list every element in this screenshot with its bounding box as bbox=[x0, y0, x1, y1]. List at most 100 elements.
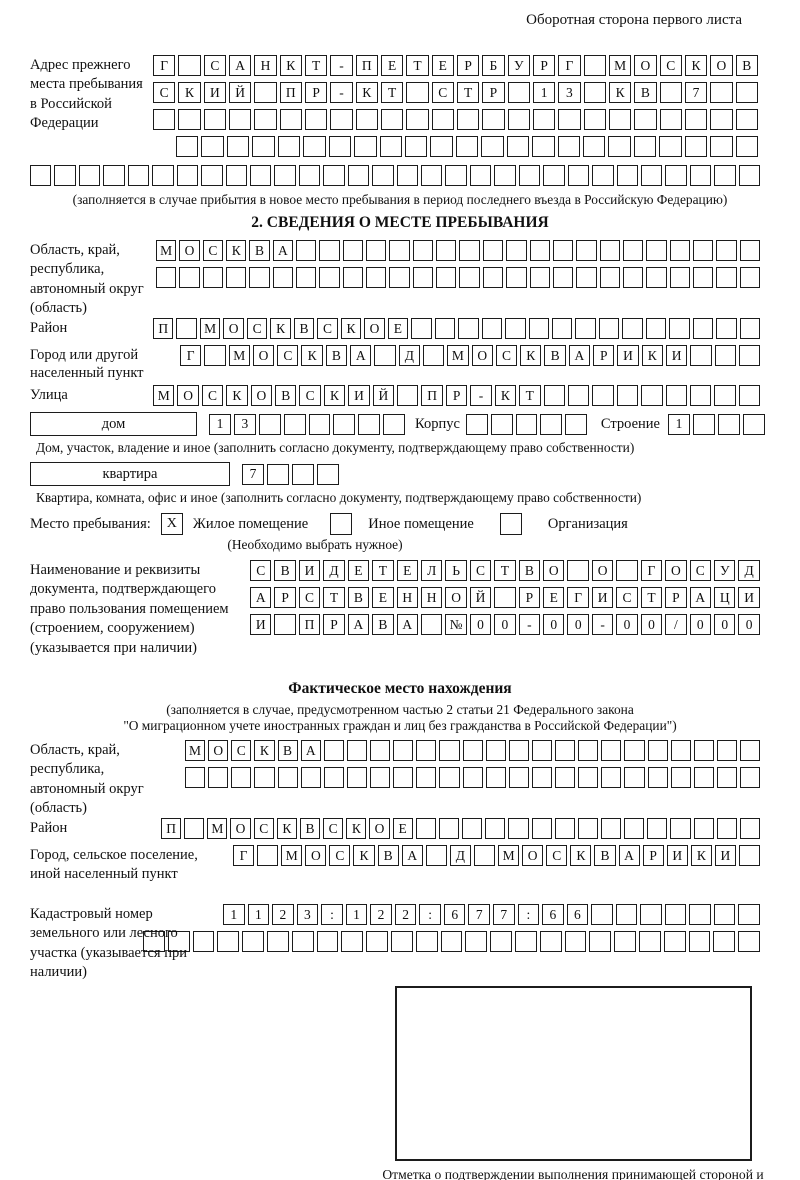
char-cell[interactable] bbox=[690, 345, 712, 366]
char-cell[interactable]: Д bbox=[738, 560, 760, 581]
char-cell[interactable] bbox=[436, 267, 457, 288]
char-cell[interactable]: Е bbox=[380, 55, 404, 76]
char-cell[interactable]: Е bbox=[392, 818, 413, 839]
char-cell[interactable] bbox=[531, 767, 552, 788]
char-cell[interactable]: О bbox=[710, 55, 733, 76]
char-cell[interactable]: О bbox=[634, 55, 657, 76]
char-cell[interactable] bbox=[178, 109, 201, 130]
char-cell[interactable]: И bbox=[298, 560, 321, 581]
char-cell[interactable] bbox=[420, 614, 443, 635]
char-cell[interactable] bbox=[578, 740, 599, 761]
char-cell[interactable]: Р bbox=[518, 587, 541, 608]
char-cell[interactable]: М bbox=[281, 845, 303, 866]
char-cell[interactable] bbox=[539, 931, 562, 952]
char-cell[interactable]: 1 bbox=[667, 413, 690, 435]
char-cell[interactable] bbox=[316, 931, 339, 952]
char-cell[interactable] bbox=[176, 136, 199, 157]
char-cell[interactable] bbox=[692, 318, 714, 339]
char-cell[interactable]: Т bbox=[323, 587, 345, 608]
char-cell[interactable] bbox=[564, 931, 587, 952]
char-cell[interactable]: О bbox=[223, 318, 244, 339]
char-cell[interactable] bbox=[358, 413, 381, 435]
char-cell[interactable] bbox=[599, 267, 620, 288]
char-cell[interactable]: С bbox=[616, 587, 638, 608]
char-cell[interactable] bbox=[397, 385, 419, 406]
char-cell[interactable] bbox=[716, 740, 737, 761]
char-cell[interactable]: : bbox=[321, 904, 343, 925]
char-cell[interactable] bbox=[616, 560, 638, 581]
char-cell[interactable] bbox=[738, 845, 761, 866]
char-cell[interactable] bbox=[342, 267, 364, 288]
char-cell[interactable]: Р bbox=[274, 587, 296, 608]
char-cell[interactable] bbox=[482, 267, 504, 288]
char-cell[interactable] bbox=[167, 931, 190, 952]
char-cell[interactable] bbox=[555, 740, 576, 761]
char-cell[interactable] bbox=[600, 818, 622, 839]
char-cell[interactable] bbox=[179, 267, 200, 288]
char-cell[interactable]: В bbox=[594, 845, 616, 866]
char-cell[interactable] bbox=[416, 740, 437, 761]
char-cell[interactable] bbox=[355, 109, 378, 130]
char-cell[interactable] bbox=[103, 165, 125, 186]
char-cell[interactable]: С bbox=[202, 240, 224, 261]
char-cell[interactable] bbox=[665, 165, 687, 186]
char-cell[interactable]: М bbox=[207, 818, 228, 839]
char-cell[interactable]: О bbox=[305, 845, 327, 866]
char-cell[interactable]: И bbox=[203, 82, 226, 103]
char-cell[interactable]: К bbox=[641, 345, 663, 366]
char-cell[interactable] bbox=[646, 267, 667, 288]
checkbox-organization[interactable] bbox=[499, 513, 522, 535]
char-cell[interactable] bbox=[127, 165, 150, 186]
char-cell[interactable]: - bbox=[591, 614, 614, 635]
char-cell[interactable] bbox=[689, 385, 712, 406]
char-cell[interactable]: В bbox=[325, 345, 348, 366]
char-cell[interactable] bbox=[555, 767, 576, 788]
char-cell[interactable]: К bbox=[301, 345, 323, 366]
char-cell[interactable] bbox=[716, 767, 737, 788]
char-cell[interactable]: И bbox=[714, 845, 736, 866]
char-cell[interactable] bbox=[531, 818, 552, 839]
char-cell[interactable]: М bbox=[199, 318, 221, 339]
char-cell[interactable] bbox=[217, 931, 240, 952]
char-cell[interactable] bbox=[670, 767, 691, 788]
char-cell[interactable] bbox=[716, 818, 737, 839]
char-cell[interactable] bbox=[298, 165, 321, 186]
char-cell[interactable] bbox=[300, 767, 321, 788]
char-cell[interactable]: С bbox=[329, 845, 351, 866]
char-cell[interactable]: А bbox=[396, 614, 418, 635]
char-cell[interactable]: Т bbox=[494, 560, 516, 581]
char-cell[interactable] bbox=[277, 767, 298, 788]
char-cell[interactable]: Т bbox=[372, 560, 394, 581]
char-cell[interactable]: Е bbox=[396, 560, 418, 581]
char-cell[interactable] bbox=[485, 818, 506, 839]
char-cell[interactable] bbox=[257, 845, 279, 866]
char-cell[interactable] bbox=[370, 767, 391, 788]
char-cell[interactable]: К bbox=[346, 818, 367, 839]
char-cell[interactable] bbox=[249, 165, 272, 186]
char-cell[interactable]: 0 bbox=[616, 614, 638, 635]
char-cell[interactable]: 3 bbox=[296, 904, 319, 925]
char-cell[interactable] bbox=[551, 318, 573, 339]
char-cell[interactable] bbox=[411, 318, 432, 339]
char-cell[interactable] bbox=[156, 267, 177, 288]
char-cell[interactable] bbox=[459, 267, 480, 288]
char-cell[interactable]: С bbox=[546, 845, 568, 866]
char-cell[interactable] bbox=[714, 165, 736, 186]
char-cell[interactable] bbox=[508, 818, 529, 839]
char-cell[interactable]: У bbox=[507, 55, 530, 76]
char-cell[interactable] bbox=[462, 767, 483, 788]
char-cell[interactable] bbox=[624, 767, 645, 788]
char-cell[interactable]: 0 bbox=[567, 614, 589, 635]
char-cell[interactable] bbox=[659, 136, 682, 157]
char-cell[interactable] bbox=[422, 345, 445, 366]
char-cell[interactable] bbox=[713, 904, 736, 925]
char-cell[interactable]: А bbox=[401, 845, 423, 866]
char-cell[interactable] bbox=[425, 845, 447, 866]
char-cell[interactable] bbox=[380, 109, 404, 130]
char-cell[interactable] bbox=[226, 136, 250, 157]
char-cell[interactable] bbox=[462, 740, 483, 761]
char-cell[interactable]: И bbox=[348, 385, 370, 406]
char-cell[interactable]: Г bbox=[567, 587, 589, 608]
char-cell[interactable] bbox=[481, 318, 503, 339]
char-cell[interactable]: Н bbox=[396, 587, 418, 608]
